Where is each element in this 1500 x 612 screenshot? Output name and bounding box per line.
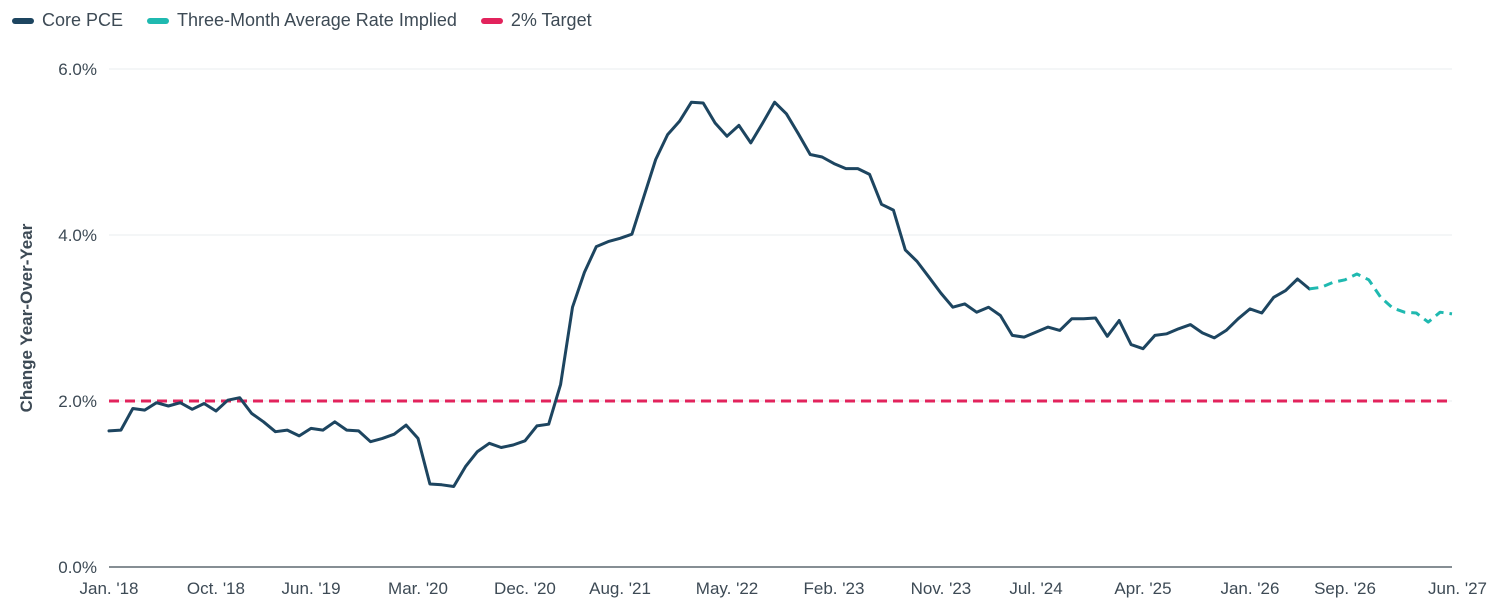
y-tick-label: 2.0% — [58, 392, 97, 411]
x-tick-label: Jun. '19 — [282, 579, 341, 598]
series-line-core-pce — [107, 100, 1311, 488]
x-tick-label: Mar. '20 — [388, 579, 448, 598]
x-tick-label: Aug. '21 — [589, 579, 651, 598]
x-tick-label: Nov. '23 — [911, 579, 972, 598]
series-line-three-month-average-rate-implied — [1309, 272, 1453, 324]
grid-lines — [109, 68, 1452, 568]
x-tick-label: Jan. '26 — [1220, 579, 1279, 598]
x-axis-ticks: Jan. '18 Oct. '18 Jun. '19 Mar. '20 Dec. '20… — [79, 579, 1487, 598]
chart-legend: Core PCE Three-Month Average Rate Implie… — [12, 10, 592, 31]
x-tick-label: Jun. '27 — [1428, 579, 1487, 598]
legend-swatch-three-month-average — [147, 17, 170, 24]
x-tick-label: Jul. '24 — [1009, 579, 1062, 598]
legend-item-three-month-average: Three-Month Average Rate Implied — [147, 10, 457, 31]
x-tick-label: Dec. '20 — [494, 579, 556, 598]
y-tick-label: 4.0% — [58, 226, 97, 245]
y-axis-ticks: 0.0% 2.0% 4.0% 6.0% — [58, 60, 97, 577]
legend-label-target: 2% Target — [510, 10, 592, 30]
y-axis-label: Change Year-Over-Year — [17, 223, 36, 412]
legend-item-target: 2% Target — [480, 10, 592, 31]
y-tick-label: 0.0% — [58, 558, 97, 577]
x-tick-label: Jan. '18 — [79, 579, 138, 598]
x-tick-label: Oct. '18 — [187, 579, 245, 598]
legend-label-three-month-average: Three-Month Average Rate Implied — [177, 10, 457, 30]
series-layer — [107, 100, 1453, 488]
legend-swatch-target — [480, 17, 503, 24]
legend-swatch-core-pce — [12, 17, 34, 24]
x-tick-label: Apr. '25 — [1114, 579, 1171, 598]
legend-label-core-pce: Core PCE — [42, 10, 124, 30]
x-tick-label: Sep. '26 — [1314, 579, 1376, 598]
x-tick-label: May. '22 — [696, 579, 758, 598]
legend-item-core-pce: Core PCE — [12, 10, 123, 31]
y-tick-label: 6.0% — [58, 60, 97, 79]
x-tick-label: Feb. '23 — [804, 579, 865, 598]
